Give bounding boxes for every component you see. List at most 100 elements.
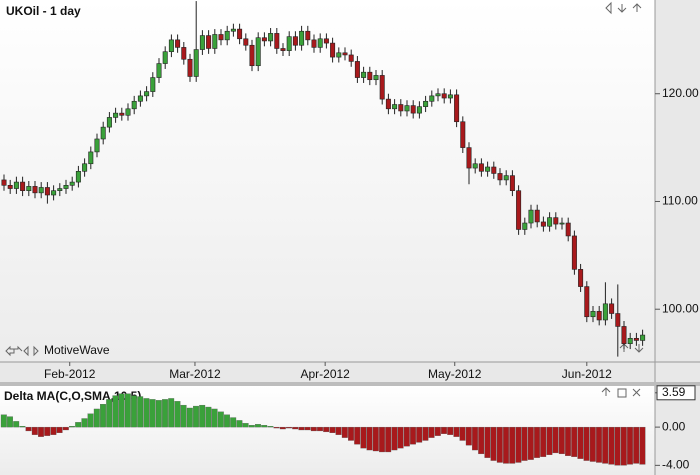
histogram-bar <box>521 426 528 461</box>
histogram-bar <box>434 426 441 436</box>
histogram-bar <box>211 408 218 428</box>
histogram-bar <box>478 426 485 455</box>
histogram-bar <box>168 398 175 428</box>
scroll-icon[interactable] <box>23 345 39 357</box>
candle-body <box>69 181 75 186</box>
histogram-bar <box>50 426 57 435</box>
histogram-bar <box>124 393 131 428</box>
candle-body <box>609 303 615 314</box>
histogram-bar <box>149 399 156 428</box>
histogram-bar <box>0 414 7 428</box>
y-tick-label: 0.00 <box>662 419 686 433</box>
candle-body <box>466 147 472 169</box>
candle-body <box>131 100 137 110</box>
histogram-bar <box>428 426 435 438</box>
y-tick-label: 120.00 <box>662 86 699 100</box>
candle-body <box>57 188 63 191</box>
candle-body <box>144 91 150 97</box>
candle-body <box>478 163 484 172</box>
candle-body <box>547 217 553 227</box>
candle-body <box>286 36 292 51</box>
histogram-bar <box>527 426 534 460</box>
candle-body <box>373 75 379 81</box>
histogram-bar <box>360 426 367 449</box>
candle-body <box>113 112 119 118</box>
histogram-bar <box>292 426 299 430</box>
pane-icons[interactable] <box>605 1 642 15</box>
histogram-bar <box>298 426 305 431</box>
histogram-bar <box>286 426 292 429</box>
y-tick-label: -4.00 <box>662 458 690 472</box>
candle-body <box>516 190 522 230</box>
histogram-bar <box>385 426 392 453</box>
candle-body <box>106 117 112 128</box>
scroll-icon[interactable] <box>5 345 23 357</box>
histogram-bar <box>180 404 187 428</box>
histogram-bar <box>465 426 472 446</box>
candle-body <box>423 100 429 107</box>
histogram-bar <box>317 426 323 432</box>
histogram-bar <box>639 426 646 465</box>
candle-body <box>150 77 156 92</box>
histogram-bar <box>391 426 398 451</box>
candle-body <box>75 171 81 183</box>
candle-body <box>454 94 460 123</box>
candle-body <box>584 286 590 318</box>
candle-body <box>361 71 367 78</box>
candle-body <box>224 30 230 41</box>
candle-body <box>354 61 360 78</box>
histogram-bar <box>602 426 609 464</box>
candle-body <box>429 95 435 102</box>
histogram-bar <box>552 426 559 454</box>
histogram-bar <box>118 393 125 428</box>
histogram-bar <box>267 426 274 428</box>
histogram-bar <box>496 426 503 463</box>
candle-body <box>342 52 348 56</box>
y-tick-label: 100.00 <box>662 301 699 315</box>
candle-body <box>1 179 7 186</box>
candle-body <box>168 39 174 53</box>
candle-body <box>460 121 466 148</box>
histogram-bar <box>75 422 82 428</box>
histogram-bar <box>472 426 478 451</box>
histogram-bar <box>614 426 621 466</box>
candle-body <box>503 175 509 181</box>
candle-body <box>621 326 627 344</box>
histogram-bar <box>608 426 615 465</box>
histogram-bar <box>565 426 571 456</box>
histogram-bar <box>100 404 106 428</box>
candle-body <box>640 334 646 341</box>
candle-body <box>162 51 168 64</box>
candle-body <box>299 30 305 46</box>
candle-body <box>249 44 255 67</box>
candle-body <box>63 185 69 189</box>
histogram-bar <box>490 426 497 461</box>
candle-body <box>596 311 602 321</box>
candle-body <box>602 303 608 321</box>
candle-body <box>330 42 336 58</box>
histogram-bar <box>44 426 51 436</box>
histogram-bar <box>56 426 63 433</box>
histogram-bar <box>155 400 162 428</box>
candle-body <box>491 166 497 174</box>
histogram-bar <box>509 426 516 464</box>
histogram-bar <box>261 425 268 428</box>
x-tick-label: Mar-2012 <box>169 367 221 381</box>
histogram-bar <box>366 426 373 451</box>
indicator-icons[interactable] <box>601 387 641 398</box>
candle-body <box>292 36 298 46</box>
histogram-bar <box>447 426 454 435</box>
histogram-bar <box>143 398 150 428</box>
histogram-bar <box>162 399 168 428</box>
candle-body <box>44 187 50 196</box>
histogram-bar <box>403 426 410 447</box>
candle-body <box>367 71 373 81</box>
histogram-bar <box>236 420 243 428</box>
candle-body <box>88 151 94 165</box>
histogram-bar <box>230 417 237 428</box>
histogram-bar <box>193 405 199 428</box>
candle-body <box>441 93 447 99</box>
histogram-bar <box>372 426 379 452</box>
candle-body <box>379 75 385 100</box>
histogram-bar <box>577 426 584 459</box>
